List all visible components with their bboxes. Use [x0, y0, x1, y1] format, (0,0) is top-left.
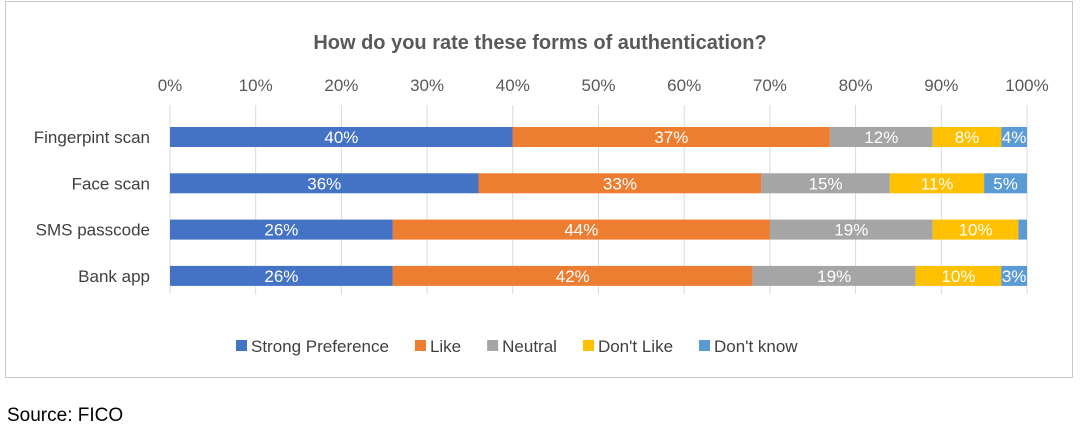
bar-segment [170, 219, 393, 240]
data-label: 40% [324, 128, 358, 147]
bar-segment [915, 265, 1002, 286]
x-tick-label: 20% [324, 76, 358, 95]
data-label: 42% [556, 267, 590, 286]
bar-segment [829, 127, 933, 147]
data-label: 8% [955, 128, 980, 147]
legend-swatch [236, 340, 247, 351]
x-tick-label: 30% [410, 76, 444, 95]
bar-segment [932, 127, 1002, 147]
legend-label: Neutral [502, 337, 557, 356]
x-tick-label: 10% [239, 76, 273, 95]
data-label: 10% [941, 267, 975, 286]
data-label: 19% [817, 267, 851, 286]
chart-title: How do you rate these forms of authentic… [313, 32, 766, 54]
data-label: 15% [809, 174, 843, 193]
data-label: 26% [264, 267, 298, 286]
legend-label: Like [430, 337, 461, 356]
data-label: 36% [307, 174, 341, 193]
legend-label: Don't know [714, 337, 798, 356]
category-label: Face scan [72, 174, 150, 193]
bar-segment [752, 265, 916, 286]
bar-segment [769, 219, 933, 240]
bar-segment [1001, 127, 1027, 147]
x-tick-label: 50% [581, 76, 615, 95]
bar-segment [392, 265, 753, 286]
x-tick-label: 60% [667, 76, 701, 95]
bar-segment [984, 173, 1027, 194]
data-label: 44% [564, 221, 598, 240]
bar-segment [170, 173, 479, 194]
data-label: 26% [264, 221, 298, 240]
bar-segment [761, 173, 890, 194]
bar-segment [1018, 219, 1027, 240]
legend-label: Strong Preference [251, 337, 389, 356]
bar-segment [170, 265, 393, 286]
bar-segment [478, 173, 762, 194]
data-label: 19% [834, 221, 868, 240]
category-label: Fingerpint scan [34, 128, 150, 147]
legend-swatch [699, 340, 711, 351]
bar-segment [889, 173, 985, 194]
data-label: 10% [959, 221, 993, 240]
category-label: Bank app [78, 267, 150, 286]
data-label: 5% [993, 174, 1018, 193]
bar-segment [932, 219, 1019, 240]
legend-swatch [414, 340, 426, 351]
legend-label: Don't Like [598, 337, 673, 356]
category-label: SMS passcode [36, 221, 150, 240]
data-label: 12% [864, 128, 898, 147]
source-note: Source: FICO [7, 405, 124, 426]
x-tick-label: 80% [839, 76, 873, 95]
legend-swatch [582, 340, 594, 351]
bar-segment [170, 127, 513, 147]
bar-segment [392, 219, 770, 240]
data-label: 33% [603, 174, 637, 193]
x-tick-label: 40% [496, 76, 530, 95]
x-tick-label: 100% [1005, 76, 1048, 95]
bar-segment [1001, 265, 1027, 286]
data-label: 11% [921, 174, 954, 193]
data-label: 37% [654, 128, 688, 147]
x-tick-label: 0% [158, 76, 183, 95]
data-label: 3% [1002, 267, 1027, 286]
x-tick-label: 90% [924, 76, 958, 95]
bar-segment [512, 127, 830, 147]
x-tick-label: 70% [753, 76, 787, 95]
data-label: 4% [1002, 128, 1027, 147]
legend-swatch [487, 340, 499, 351]
